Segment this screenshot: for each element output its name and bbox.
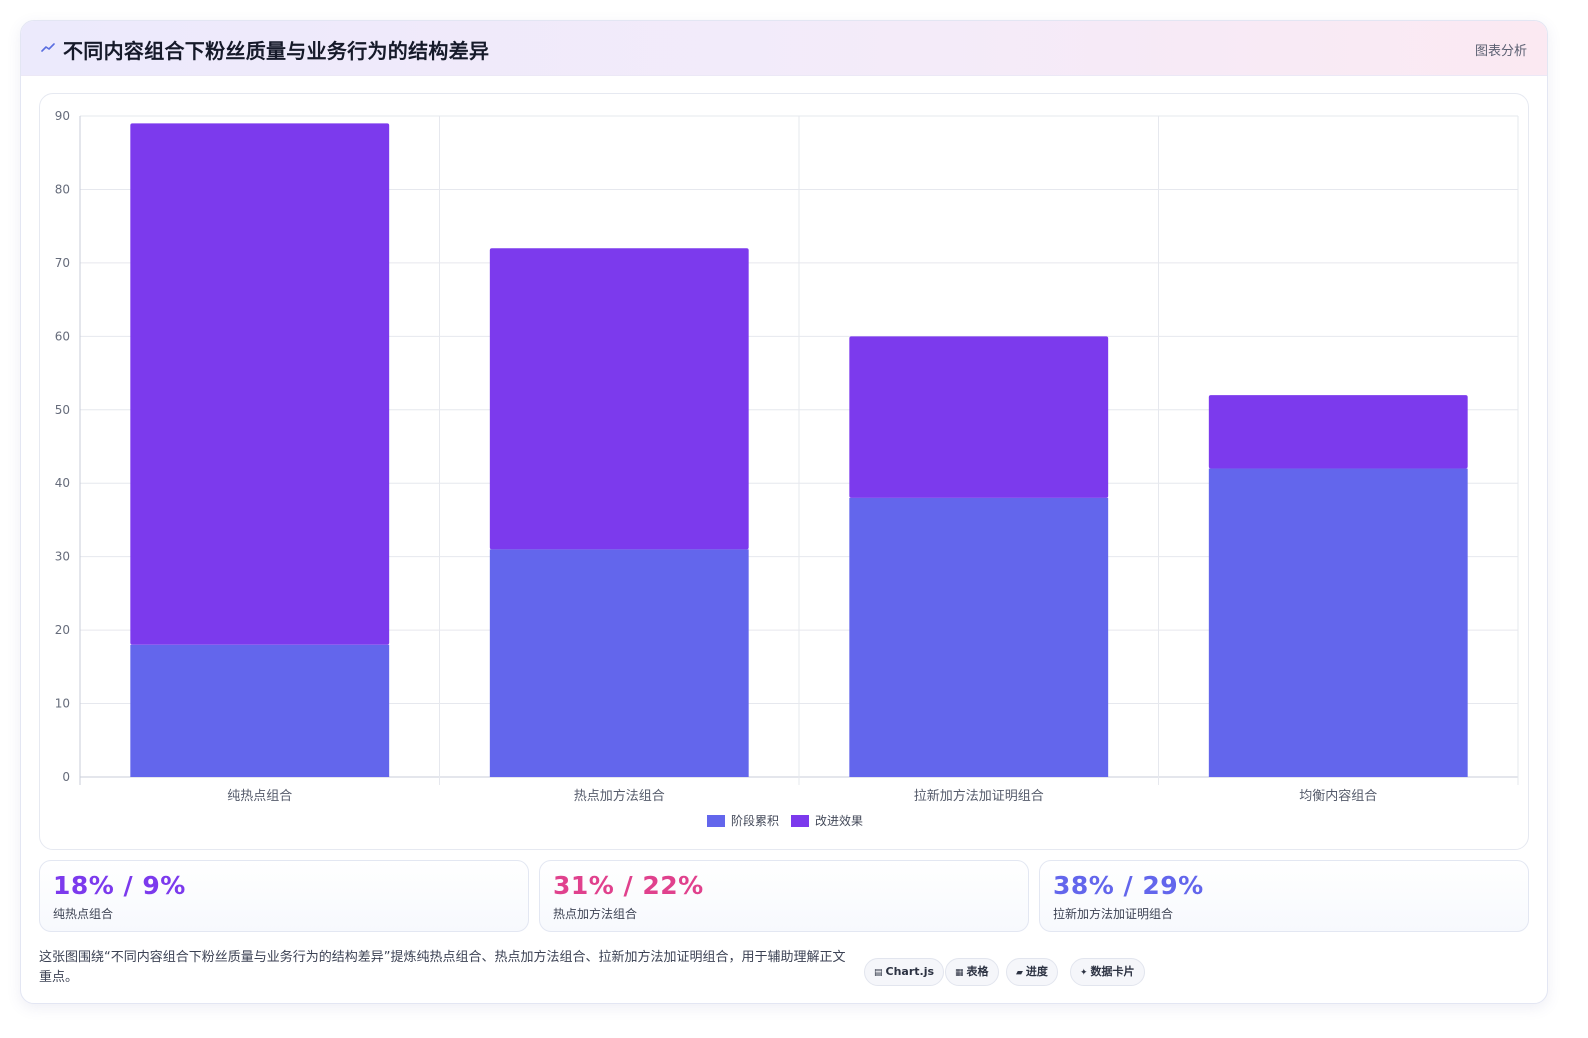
y-tick-label: 50 (55, 403, 70, 417)
x-tick-label: 均衡内容组合 (1299, 788, 1377, 804)
pill-label: 数据卡片 (1090, 965, 1135, 978)
x-tick-label: 纯热点组合 (227, 789, 292, 804)
bar-segment (1208, 395, 1468, 469)
bar-segment (489, 549, 749, 777)
stat-value: 18% / 9% (53, 871, 186, 900)
chart-icon: ▤ (874, 968, 883, 978)
pill-label: Chart.js (885, 965, 935, 978)
y-tick-label: 90 (55, 109, 70, 123)
bar-segment (130, 644, 390, 777)
bar-segment (1208, 468, 1468, 777)
legend-swatch (791, 815, 809, 827)
y-tick-label: 60 (55, 329, 70, 343)
bar-segment (849, 336, 1109, 498)
progress-icon: ▰ (1016, 968, 1023, 978)
card-header: 不同内容组合下粉丝质量与业务行为的结构差异 图表分析 (21, 21, 1547, 76)
bar-segment (130, 123, 390, 645)
x-tick-label: 拉新加方法加证明组合 (914, 788, 1044, 804)
y-tick-label: 40 (55, 476, 70, 490)
pill-label: 进度 (1025, 965, 1048, 978)
legend-label: 改进效果 (815, 813, 863, 828)
y-tick-label: 70 (55, 256, 70, 270)
card-icon: ✦ (1080, 968, 1088, 978)
stat-card-2: 31% / 22% 热点加方法组合 (539, 860, 1029, 932)
pill-table[interactable]: ▦ 表格 (945, 958, 999, 986)
y-tick-label: 30 (55, 550, 70, 564)
y-tick-label: 80 (55, 182, 70, 196)
page-title: 不同内容组合下粉丝质量与业务行为的结构差异 (63, 39, 490, 63)
pill-progress[interactable]: ▰ 进度 (1006, 958, 1058, 986)
bar-segment (489, 248, 749, 550)
stat-card-1: 18% / 9% 纯热点组合 (39, 860, 529, 932)
table-icon: ▦ (955, 968, 964, 978)
chart-description: 这张图围绕“不同内容组合下粉丝质量与业务行为的结构差异”提炼纯热点组合、热点加方… (39, 950, 846, 985)
stat-value: 31% / 22% (553, 871, 704, 900)
pill-label: 表格 (966, 965, 989, 978)
pill-data-card[interactable]: ✦ 数据卡片 (1070, 958, 1145, 986)
x-tick-label: 热点加方法组合 (574, 788, 665, 804)
y-tick-label: 10 (55, 697, 70, 711)
header-tag: 图表分析 (1474, 44, 1527, 59)
stat-label: 拉新加方法加证明组合 (1053, 907, 1174, 921)
y-tick-label: 20 (55, 623, 70, 637)
chart-container: 0 10 20 30 40 50 60 70 80 90 纯热点组合 热点加方法组合 拉新加方法加证明组… (39, 93, 1529, 850)
stat-label: 纯热点组合 (53, 907, 114, 921)
bar-segment (849, 497, 1109, 777)
chart-line-icon (41, 38, 57, 58)
legend-swatch (707, 815, 725, 827)
y-tick-label: 0 (62, 770, 70, 784)
stat-card-3: 38% / 29% 拉新加方法加证明组合 (1039, 860, 1529, 932)
pill-chartjs[interactable]: ▤ Chart.js (864, 958, 945, 986)
stacked-bar-chart: 0 10 20 30 40 50 60 70 80 90 纯热点组合 热点加方法组合 拉新加方法加证明组… (55, 109, 1519, 828)
legend-label: 阶段累积 (731, 813, 779, 828)
chart-card: 不同内容组合下粉丝质量与业务行为的结构差异 图表分析 0 10 20 30 40 50 60… (20, 20, 1548, 1004)
stat-value: 38% / 29% (1053, 871, 1204, 900)
stat-label: 热点加方法组合 (553, 907, 638, 921)
